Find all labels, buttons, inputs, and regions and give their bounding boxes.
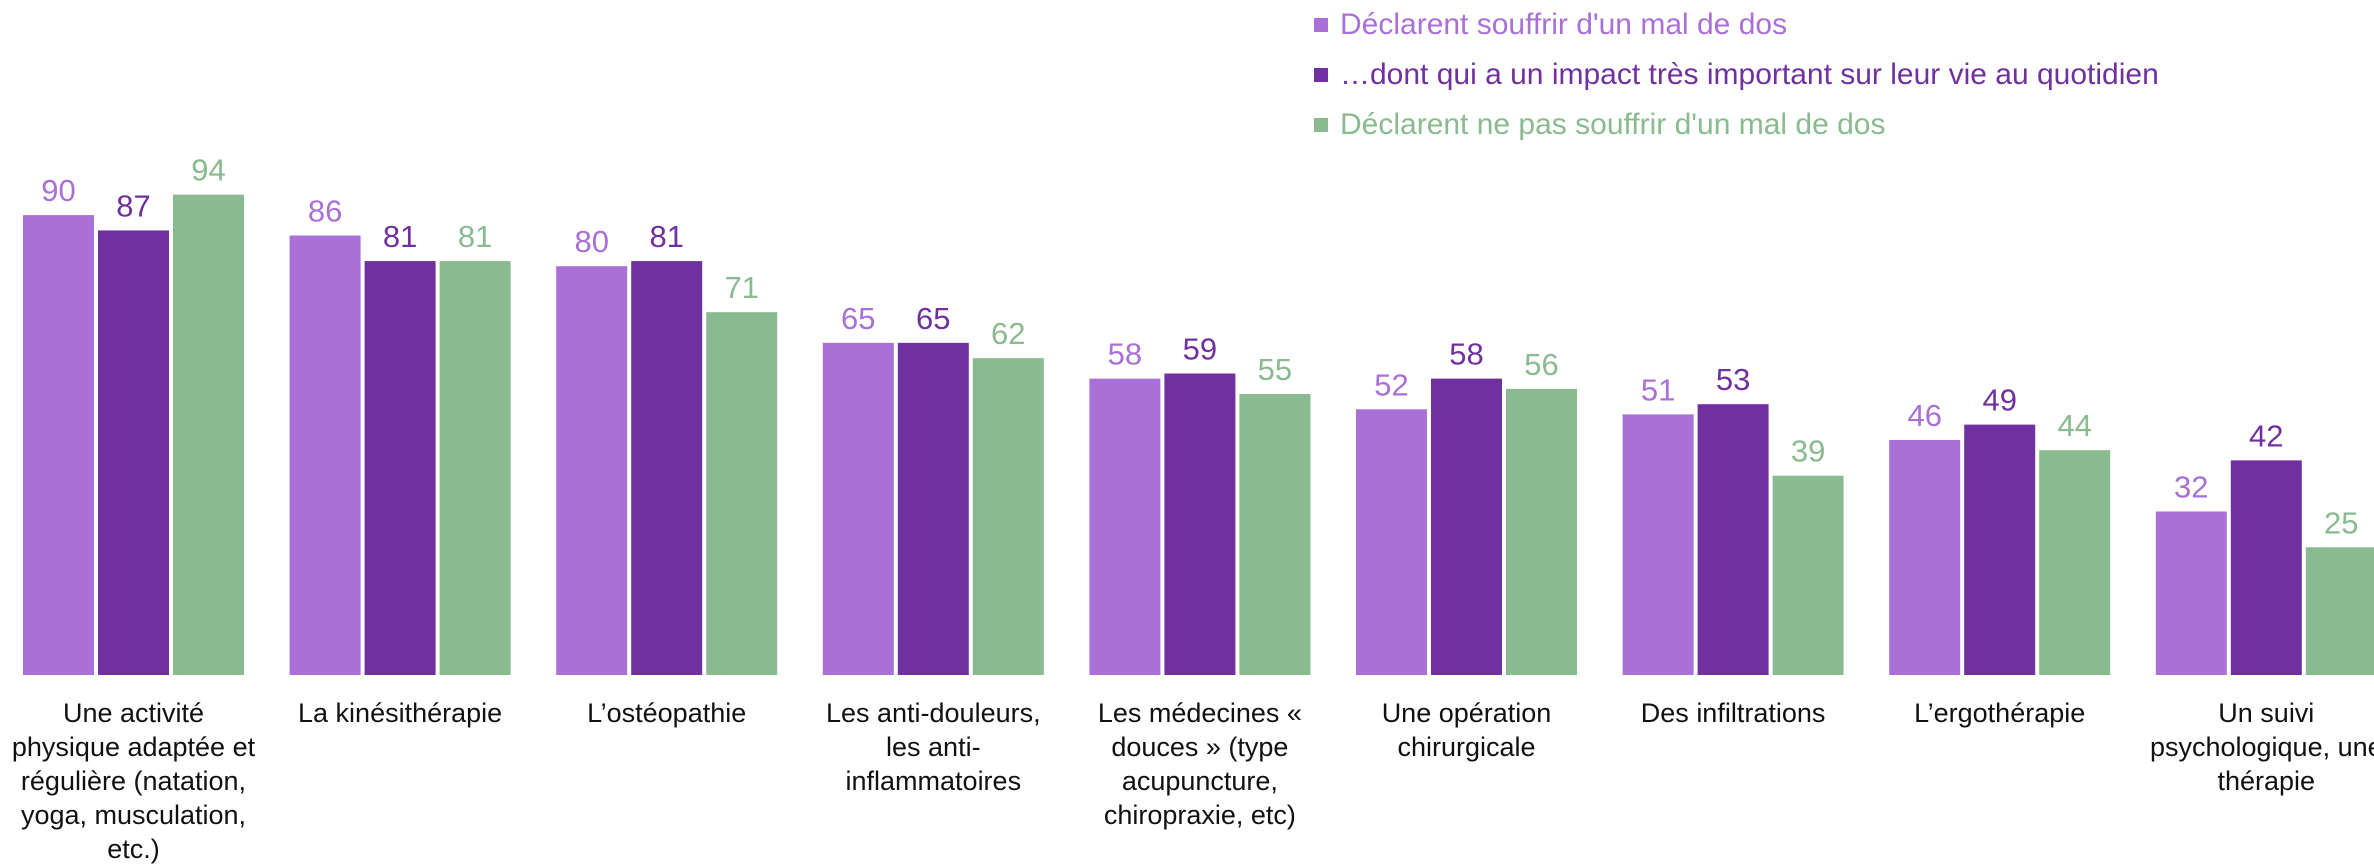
bar — [2230, 460, 2302, 675]
bar — [556, 266, 628, 675]
value-label: 51 — [1641, 372, 1675, 407]
value-label: 65 — [916, 301, 950, 336]
bar — [1622, 414, 1694, 675]
value-label: 81 — [649, 219, 683, 254]
bar — [1239, 393, 1311, 675]
bar — [364, 261, 436, 675]
value-label: 32 — [2174, 469, 2208, 504]
bar — [1506, 388, 1577, 675]
value-label: 25 — [2324, 505, 2358, 540]
x-tick-label: L’ostéopathie — [587, 698, 747, 728]
bar — [173, 194, 244, 675]
x-tick-label: La kinésithérapie — [298, 698, 503, 728]
x-tick-label: Les anti-douleurs, les anti-inflammatoir… — [825, 698, 1041, 796]
value-label: 58 — [1449, 337, 1483, 372]
bar — [2039, 450, 2111, 675]
bar — [897, 342, 969, 675]
x-tick-label: Une opération chirurgicale — [1381, 698, 1552, 762]
x-tick-label: Les médecines « douces » (type acupunctu… — [1097, 698, 1302, 830]
legend-label: Déclarent ne pas souffrir d'un mal de do… — [1340, 108, 1886, 141]
value-label: 62 — [991, 316, 1025, 351]
x-tick-label: L’ergothérapie — [1914, 698, 2086, 728]
bar — [631, 261, 703, 675]
value-label: 55 — [1258, 352, 1292, 387]
value-label: 52 — [1374, 367, 1408, 402]
bar — [972, 358, 1044, 675]
legend-item: Déclarent ne pas souffrir d'un mal de do… — [1314, 108, 1885, 142]
x-tick-label: Des infiltrations — [1640, 698, 1826, 728]
bar — [1164, 373, 1236, 675]
bar — [1889, 439, 1961, 675]
value-label: 81 — [383, 219, 417, 254]
value-label: 86 — [308, 194, 342, 229]
value-label: 44 — [2057, 408, 2091, 443]
bar — [822, 342, 894, 675]
bar — [98, 230, 169, 675]
value-label: 42 — [2249, 418, 2283, 453]
legend-swatch — [1314, 118, 1328, 132]
value-label: 87 — [116, 188, 150, 223]
legend-label: …dont qui a un impact très important sur… — [1340, 58, 2159, 91]
bar — [1431, 378, 1502, 675]
value-label: 53 — [1716, 362, 1750, 397]
legend-swatch — [1314, 68, 1328, 82]
value-label: 81 — [458, 219, 492, 254]
legend-item: …dont qui a un impact très important sur… — [1314, 58, 2159, 92]
bar — [23, 215, 94, 675]
value-label: 71 — [724, 270, 758, 305]
bar — [1697, 404, 1769, 675]
value-label: 49 — [1982, 383, 2016, 418]
legend-label: Déclarent souffrir d'un mal de dos — [1340, 8, 1788, 41]
value-label: 59 — [1183, 332, 1217, 367]
bar — [2305, 547, 2374, 675]
value-label: 65 — [841, 301, 875, 336]
value-label: 94 — [191, 153, 225, 188]
bar — [2155, 511, 2227, 675]
bar — [439, 261, 511, 675]
bar — [1772, 475, 1844, 675]
bar — [289, 235, 361, 676]
x-tick-label: Un suivi psychologique, une thérapie — [2149, 698, 2374, 796]
value-label: 58 — [1108, 337, 1142, 372]
bar — [1964, 424, 2036, 675]
legend-item: Déclarent souffrir d'un mal de dos — [1314, 8, 1787, 42]
bar — [1089, 378, 1161, 675]
value-label: 56 — [1524, 347, 1558, 382]
value-label: 90 — [41, 173, 75, 208]
legend-swatch — [1314, 18, 1328, 32]
bar — [1356, 409, 1427, 675]
value-label: 80 — [574, 224, 608, 259]
x-tick-label: Une activité physique adaptée et réguliè… — [11, 698, 256, 864]
value-label: 46 — [1907, 398, 1941, 433]
bar — [706, 312, 778, 675]
value-label: 39 — [1791, 434, 1825, 469]
